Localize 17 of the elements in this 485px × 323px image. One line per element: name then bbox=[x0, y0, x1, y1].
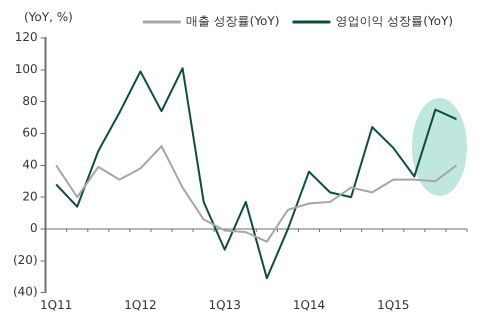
y-axis-title: (YoY, %) bbox=[24, 10, 73, 24]
y-tick-label: 100 bbox=[14, 62, 38, 76]
x-tick-label: 1Q12 bbox=[124, 298, 157, 312]
y-tick-label: 0 bbox=[30, 221, 38, 236]
y-tick-label: 80 bbox=[22, 94, 38, 108]
y-tick-label: (20) bbox=[12, 252, 38, 267]
y-tick-label: (40) bbox=[12, 284, 38, 299]
x-tick-label: 1Q14 bbox=[292, 298, 326, 312]
legend-label: 매출 성장률(YoY) bbox=[186, 14, 280, 28]
y-tick-label: 60 bbox=[22, 126, 38, 140]
y-tick-label: 20 bbox=[22, 189, 38, 204]
legend-label: 영업이익 성장률(YoY) bbox=[335, 14, 454, 28]
x-tick-label: 1Q15 bbox=[377, 298, 410, 312]
x-tick-label: 1Q13 bbox=[208, 298, 241, 312]
x-tick-label: 1Q11 bbox=[40, 298, 72, 312]
y-tick-label: 40 bbox=[22, 157, 38, 172]
y-tick-label: 120 bbox=[14, 30, 38, 44]
